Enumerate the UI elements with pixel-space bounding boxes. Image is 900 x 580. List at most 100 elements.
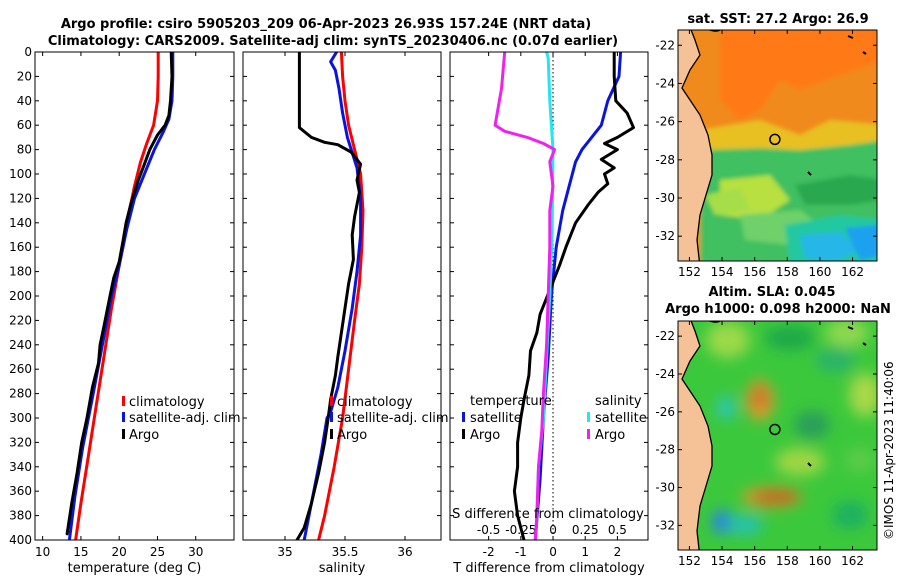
map-x-tick-label: 162 [841, 265, 864, 279]
header-title-line2: Climatology: CARS2009. Satellite-adj cli… [48, 34, 618, 49]
x-tick-label: 36 [397, 545, 412, 559]
y-tick-label: 300 [9, 411, 32, 425]
series-line-satellite-adj-clim [302, 52, 363, 540]
y-tick-label: 340 [9, 460, 32, 474]
x-axis-label: salinity [319, 561, 366, 576]
map-y-tick-label: -26 [655, 405, 675, 419]
sst-map-axes: 152 154 156 158 160 162 -22 -24 -26 -28 -30 -32 [655, 30, 877, 279]
x-tick-label: 1 [581, 545, 589, 559]
y-tick-label: 140 [9, 216, 32, 230]
x-tick-label: 0 [549, 545, 557, 559]
map-x-tick-label: 160 [808, 265, 831, 279]
y-tick-label: 100 [9, 167, 32, 181]
sst-map: 152 154 156 158 160 162 -22 -24 -26 -28 -30 -32 [655, 29, 878, 279]
plot-frame [34, 51, 235, 541]
series-group [65, 52, 175, 540]
legend-argo-label: Argo [337, 428, 367, 443]
x-tick-label: 20 [112, 545, 127, 559]
legend-temperature-title: temperature [470, 394, 552, 409]
x-tick-label: 10 [35, 545, 50, 559]
s-diff-tick-label: 0 [549, 523, 557, 537]
y-tick-label: 240 [9, 338, 32, 352]
y-tick-label: 200 [9, 289, 32, 303]
map-y-tick-label: -28 [655, 443, 675, 457]
y-tick-label: 360 [9, 484, 32, 498]
y-tick-label: 80 [17, 143, 32, 157]
sla-map-frame [677, 320, 878, 551]
map-x-tick-label: 156 [743, 554, 766, 568]
map-y-tick-label: -32 [655, 229, 675, 243]
legend-argo-swatch [122, 429, 125, 439]
sst-map-frame [677, 29, 878, 262]
legend-s-argo-label: Argo [595, 428, 625, 443]
x-tick-label: -1 [515, 545, 527, 559]
legend-climatology-label: climatology [337, 395, 413, 410]
legend-satellite-label: satellite-adj. clim [337, 411, 449, 426]
salinity-panel: 35 35.5 36 salinity [242, 51, 442, 576]
legend-satellite-swatch [330, 412, 333, 422]
salinity-legend: climatology satellite-adj. clim Argo [330, 395, 449, 443]
series-line-argo [65, 52, 174, 536]
x-tick-label: 25 [150, 545, 165, 559]
sla-map-axes: 152 154 156 158 160 162 -22 -24 -26 -28 -30 -32 [655, 321, 877, 568]
y-tick-label: 320 [9, 435, 32, 449]
y-tick-label: 20 [17, 69, 32, 83]
legend-t-satellite-swatch [462, 412, 465, 422]
series-line-satellite-adj-clim [67, 52, 175, 540]
x-tick-label: 15 [73, 545, 88, 559]
header-title-line1: Argo profile: csiro 5905203_209 06-Apr-2… [61, 17, 591, 32]
x-tick-label: -2 [483, 545, 495, 559]
x-tick-label: 35 [277, 545, 292, 559]
map-y-tick-label: -22 [655, 329, 675, 343]
legend-climatology-swatch [330, 396, 333, 406]
legend-satellite-label: satellite-adj. clim [129, 411, 241, 426]
argo-position-marker [769, 423, 781, 436]
legend-satellite-swatch [122, 412, 125, 422]
map-y-tick-label: -30 [655, 481, 675, 495]
series-line-argo [295, 52, 363, 540]
map-x-tick-label: 158 [776, 265, 799, 279]
series-group [493, 52, 635, 540]
map-x-tick-label: 156 [743, 265, 766, 279]
map-x-tick-label: 160 [808, 554, 831, 568]
series-line-climatology [74, 52, 160, 540]
s-diff-tick-label: 0.25 [572, 523, 599, 537]
sla-map-title-line1: Altim. SLA: 0.045 [709, 285, 836, 300]
imos-watermark: ©IMOS 11-Apr-2023 11:40:06 [882, 361, 896, 540]
map-y-tick-label: -24 [655, 367, 675, 381]
y-tick-label: 180 [9, 265, 32, 279]
difference-panel: -2 -1 0 1 2-0.5 -0.25 0 0.25 0.5T difference fro… [449, 51, 649, 576]
difference-legend: temperature satellite Argo salinity sate… [462, 394, 647, 443]
temperature-legend: climatology satellite-adj. clim Argo [122, 395, 241, 443]
y-tick-label: 280 [9, 387, 32, 401]
y-tick-label: 120 [9, 191, 32, 205]
map-x-tick-label: 154 [711, 554, 734, 568]
plot-frame [449, 51, 649, 541]
y-tick-label: 380 [9, 509, 32, 523]
map-x-tick-label: 152 [678, 265, 701, 279]
legend-t-satellite-label: satellite [470, 411, 522, 426]
map-y-tick-label: -26 [655, 115, 675, 129]
plot-frame [242, 51, 442, 541]
x-tick-label: 30 [188, 545, 203, 559]
argo-position-marker [769, 133, 781, 146]
map-x-tick-label: 162 [841, 554, 864, 568]
legend-s-satellite-swatch [587, 412, 590, 422]
y-tick-label: 40 [17, 94, 32, 108]
map-y-tick-label: -22 [655, 38, 675, 52]
legend-salinity-title: salinity [595, 394, 642, 409]
y-tick-label: 60 [17, 118, 32, 132]
sla-map: 152 154 156 158 160 162 -22 -24 -26 -28 -30 -32 [655, 320, 878, 568]
sst-map-title: sat. SST: 27.2 Argo: 26.9 [687, 12, 868, 27]
y-tick-label: 0 [24, 45, 32, 59]
y-tick-label: 400 [9, 533, 32, 547]
legend-argo-label: Argo [129, 428, 159, 443]
y-tick-label: 260 [9, 362, 32, 376]
x-axis-label: T difference from climatology [452, 561, 645, 576]
series-line-climatology [317, 52, 365, 540]
x-tick-label: 2 [614, 545, 622, 559]
legend-climatology-label: climatology [129, 395, 205, 410]
map-y-tick-label: -32 [655, 518, 675, 532]
legend-t-argo-label: Argo [470, 428, 500, 443]
